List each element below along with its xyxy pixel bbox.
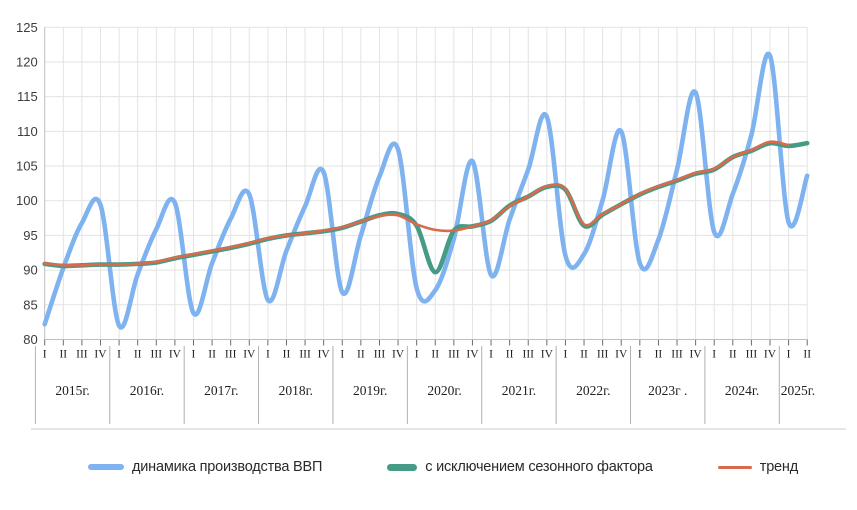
year-label: 2023г . [648,383,687,398]
quarter-label: I [117,349,121,361]
quarter-label: III [522,349,534,361]
quarter-label: I [638,349,642,361]
y-axis-label: 125 [16,20,38,35]
y-axis-label: 100 [16,193,38,208]
quarter-label: II [803,349,811,361]
quarter-label: IV [243,349,256,361]
quarter-label: III [299,349,311,361]
y-axis-label: 85 [23,297,37,312]
y-axis-label: 110 [17,124,38,139]
legend-label-seasonally-adjusted: с исключением сезонного фактора [425,459,653,475]
quarter-label: II [208,349,216,361]
quarter-label: I [489,349,493,361]
y-axis-label: 115 [17,89,38,104]
year-label: 2018г. [279,383,313,398]
gdp-dynamics-chart: 80 85 90 95 100 105 110 115 120 125 I II III IV I II III… [16,20,846,430]
legend-label-gdp: динамика производства ВВП [132,459,323,475]
year-label: 2015г. [55,383,89,398]
quarter-label: I [43,349,47,361]
quarter-label: II [134,349,142,361]
quarter-label: I [415,349,419,361]
quarter-label: IV [690,349,703,361]
quarter-label: III [374,349,386,361]
year-label: 2022г. [576,383,610,398]
series-line-2 [43,140,790,267]
y-axis-label: 90 [23,263,37,278]
quarter-label: IV [169,349,182,361]
quarter-label: II [59,349,67,361]
year-label: 2024г. [725,383,759,398]
quarter-label: II [431,349,439,361]
quarter-label: II [655,349,663,361]
y-axis-label: 95 [23,228,37,243]
legend-item-seasonally-adjusted: с исключением сезонного фактора [387,459,653,475]
quarter-label: IV [94,349,107,361]
quarter-label: I [712,349,716,361]
legend-swatch-seasonally-adjusted-icon [387,463,418,471]
quarter-label: III [76,349,88,361]
series-line-1 [42,140,810,275]
quarter-label: IV [392,349,405,361]
legend-label-trend: тренд [759,459,798,475]
quarter-label: III [448,349,460,361]
y-axis-label: 80 [23,332,37,347]
series-line-0 [42,51,810,330]
quarter-label: III [225,349,237,361]
quarter-label: III [671,349,683,361]
y-axis-label: 105 [16,159,38,174]
year-label: 2021г. [502,383,536,398]
quarter-label: IV [466,349,479,361]
quarter-label: II [357,349,365,361]
legend-swatch-gdp-icon [88,464,124,470]
quarter-label: II [729,349,737,361]
quarter-label: II [283,349,291,361]
legend-item-trend: тренд [717,459,798,475]
legend-swatch-trend-icon [717,465,752,469]
quarter-label: IV [615,349,628,361]
y-axis-label: 120 [16,54,38,69]
quarter-label: II [580,349,588,361]
year-label: 2020г. [427,383,461,398]
quarter-label: III [597,349,609,361]
chart-legend: динамика производства ВВП с исключением … [0,430,857,510]
quarter-label: I [564,349,568,361]
quarter-label: I [787,349,791,361]
quarter-label: II [506,349,514,361]
quarter-label: I [340,349,344,361]
quarter-label: IV [764,349,777,361]
quarter-label: III [746,349,758,361]
quarter-label: IV [541,349,554,361]
quarter-label: III [151,349,163,361]
quarter-label: IV [318,349,331,361]
legend-item-gdp: динамика производства ВВП [88,459,322,475]
quarter-label: I [192,349,196,361]
year-label: 2017г. [204,383,238,398]
year-label: 2025г. [781,383,815,398]
year-label: 2016г. [130,383,164,398]
year-label: 2019г. [353,383,387,398]
quarter-label: I [266,349,270,361]
